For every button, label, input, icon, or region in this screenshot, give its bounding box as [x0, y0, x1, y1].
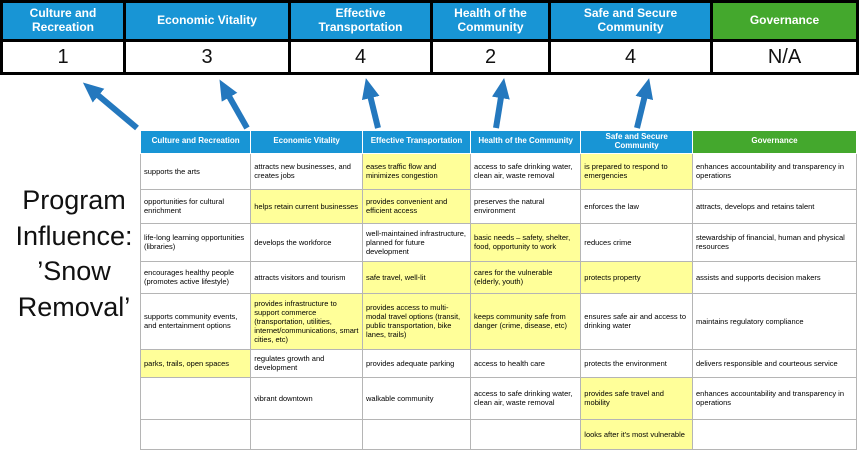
matrix-cell: keeps community safe from danger (crime,…	[470, 292, 582, 350]
matrix-cell: preserves the natural environment	[470, 188, 582, 224]
matrix-cell-empty	[139, 418, 252, 450]
matrix-cell: protects the environment	[580, 348, 693, 378]
matrix-cell: walkable community	[361, 376, 472, 420]
matrix-cell: well-maintained infrastructure, planned …	[361, 222, 472, 262]
matrix-cell: cares for the vulnerable (elderly, youth…	[470, 260, 582, 294]
matrix-cell-empty	[250, 418, 363, 450]
matrix-cell: encourages healthy people (promotes acti…	[139, 260, 252, 294]
matrix-cell: reduces crime	[580, 222, 693, 262]
matrix-cell-empty	[691, 418, 858, 450]
matrix-header-row: Culture and Recreation Economic Vitality E…	[139, 130, 858, 154]
matrix-cell: provides adequate parking	[361, 348, 472, 378]
matrix-cell: safe travel, well-lit	[361, 260, 472, 294]
matrix-cell: develops the workforce	[250, 222, 363, 262]
matrix-cell-empty	[470, 418, 582, 450]
scoreboard: Culture and Recreation Economic Vitality…	[0, 0, 859, 75]
matrix-row: life-long learning opportunities (librar…	[139, 222, 858, 262]
up-arrow-economic	[219, 79, 250, 130]
scoreboard-header-economic: Economic Vitality	[126, 3, 288, 39]
matrix-row: looks after it's most vulnerable	[139, 418, 858, 450]
scoreboard-header-safety: Safe and Secure Community	[551, 3, 710, 39]
scoreboard-score-safety: 4	[551, 42, 710, 72]
matrix-cell: enhances accountability and transparency…	[691, 376, 858, 420]
matrix-cell: access to health care	[470, 348, 582, 378]
matrix-row: encourages healthy people (promotes acti…	[139, 260, 858, 294]
matrix-cell: stewardship of financial, human and phys…	[691, 222, 858, 262]
matrix-row: supports community events, and entertain…	[139, 292, 858, 350]
matrix-cell: enforces the law	[580, 188, 693, 224]
matrix-cell: supports the arts	[139, 152, 252, 190]
arrows-layer	[82, 78, 654, 131]
scoreboard-header-health: Health of the Community	[433, 3, 548, 39]
matrix-cell: provides access to multi-modal travel op…	[361, 292, 472, 350]
matrix-row: supports the arts attracts new businesses…	[139, 152, 858, 190]
matrix-cell: provides safe travel and mobility	[580, 376, 693, 420]
scoreboard-score-culture: 1	[3, 42, 123, 72]
matrix-cell: attracts new businesses, and creates job…	[250, 152, 363, 190]
matrix-row: opportunities for cultural enrichment hel…	[139, 188, 858, 224]
matrix-cell: basic needs – safety, shelter, food, opp…	[470, 222, 582, 262]
scoreboard-score-health: 2	[433, 42, 548, 72]
matrix-cell: maintains regulatory compliance	[691, 292, 858, 350]
matrix-cell: parks, trails, open spaces	[139, 348, 252, 378]
scoreboard-header-transportation: Effective Transportation	[291, 3, 430, 39]
scoreboard-header-governance: Governance	[713, 3, 856, 39]
matrix-cell: provides convenient and efficient access	[361, 188, 472, 224]
influence-matrix-wrap: Culture and Recreation Economic Vitality E…	[139, 130, 858, 450]
matrix-row: vibrant downtown walkable community access…	[139, 376, 858, 420]
matrix-cell: life-long learning opportunities (librar…	[139, 222, 252, 262]
matrix-header-cell: Culture and Recreation	[139, 130, 252, 154]
matrix-cell: eases traffic flow and minimizes congest…	[361, 152, 472, 190]
matrix-cell: access to safe drinking water, clean air…	[470, 376, 582, 420]
matrix-cell: ensures safe air and access to drinking …	[580, 292, 693, 350]
matrix-header-cell: Economic Vitality	[250, 130, 363, 154]
matrix-cell: helps retain current businesses	[250, 188, 363, 224]
up-arrow-transportation	[361, 78, 381, 129]
scoreboard-score-transportation: 4	[291, 42, 430, 72]
matrix-cell: enhances accountability and transparency…	[691, 152, 858, 190]
matrix-cell-empty	[361, 418, 472, 450]
up-arrow-health	[491, 78, 510, 129]
matrix-cell: delivers responsible and courteous servi…	[691, 348, 858, 378]
matrix-header-cell: Governance	[691, 130, 858, 154]
matrix-cell: attracts visitors and tourism	[250, 260, 363, 294]
program-title: Program Influence: ’Snow Removal’	[15, 185, 133, 322]
matrix-cell: attracts, develops and retains talent	[691, 188, 858, 224]
scoreboard-score-economic: 3	[126, 42, 288, 72]
matrix-cell: regulates growth and development	[250, 348, 363, 378]
matrix-cell: looks after it's most vulnerable	[580, 418, 693, 450]
matrix-header-cell: Health of the Community	[470, 130, 582, 154]
matrix-cell: access to safe drinking water, clean air…	[470, 152, 582, 190]
scoreboard-score-governance: N/A	[713, 42, 856, 72]
matrix-cell: opportunities for cultural enrichment	[139, 188, 252, 224]
matrix-header-cell: Effective Transportation	[361, 130, 472, 154]
matrix-cell: provides infrastructure to support comme…	[250, 292, 363, 350]
matrix-row: parks, trails, open spaces regulates grow…	[139, 348, 858, 378]
scoreboard-header-culture: Culture and Recreation	[3, 3, 123, 39]
matrix-header-cell: Safe and Secure Community	[580, 130, 693, 154]
matrix-cell-empty	[139, 376, 252, 420]
matrix-cell: is prepared to respond to emergencies	[580, 152, 693, 190]
matrix-cell: supports community events, and entertain…	[139, 292, 252, 350]
influence-matrix: Culture and Recreation Economic Vitality E…	[139, 130, 858, 450]
matrix-cell: vibrant downtown	[250, 376, 363, 420]
up-arrow-safety	[634, 78, 654, 129]
matrix-cell: protects property	[580, 260, 693, 294]
matrix-cell: assists and supports decision makers	[691, 260, 858, 294]
up-arrow-culture	[82, 82, 139, 131]
